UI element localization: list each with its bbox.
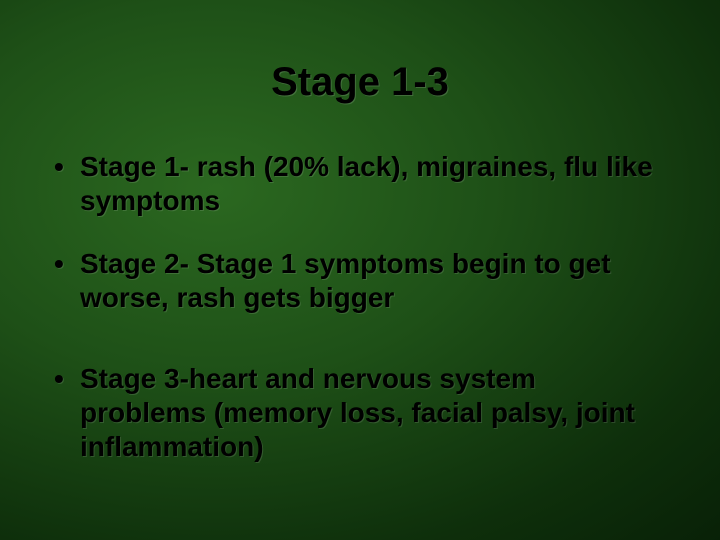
bullet-item: Stage 2- Stage 1 symptoms begin to get w…	[48, 247, 660, 314]
bullet-text: Stage 2- Stage 1 symptoms begin to get w…	[80, 248, 611, 313]
bullet-text: Stage 3-heart and nervous system problem…	[80, 363, 635, 461]
bullet-item: Stage 3-heart and nervous system problem…	[48, 362, 660, 463]
slide: Stage 1-3 Stage 1- rash (20% lack), migr…	[0, 0, 720, 540]
bullet-list: Stage 1- rash (20% lack), migraines, flu…	[48, 150, 660, 493]
bullet-item: Stage 1- rash (20% lack), migraines, flu…	[48, 150, 660, 217]
slide-title: Stage 1-3	[0, 60, 720, 105]
bullet-text: Stage 1- rash (20% lack), migraines, flu…	[80, 151, 653, 216]
